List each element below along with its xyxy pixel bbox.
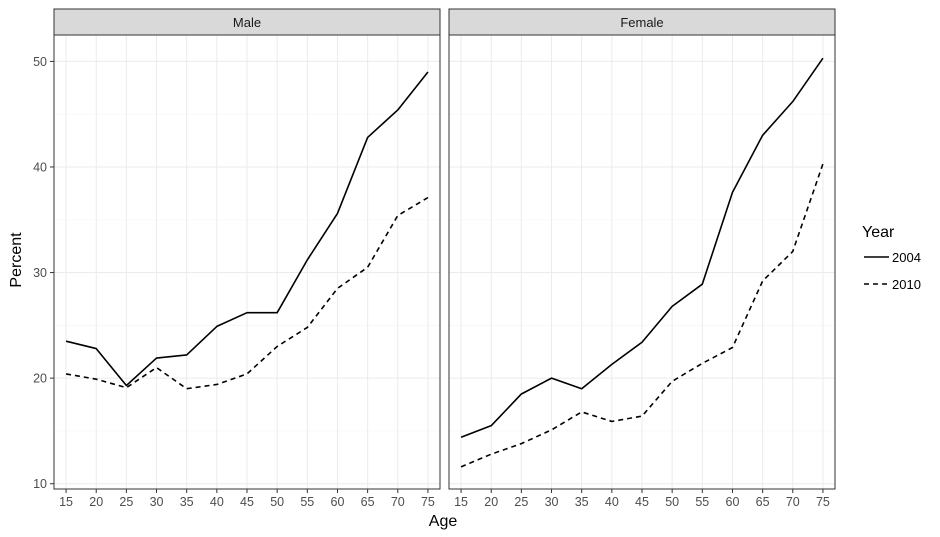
x-tick-label: 35 [180, 495, 194, 509]
x-tick-label: 25 [119, 495, 133, 509]
x-tick-label: 60 [726, 495, 740, 509]
x-tick-label: 60 [331, 495, 345, 509]
legend-entry-2004: 2004 [864, 250, 921, 265]
x-tick-label: 30 [150, 495, 164, 509]
y-axis-title: Percent [8, 232, 25, 288]
x-tick-label: 15 [454, 495, 468, 509]
strip-label-female: Female [620, 15, 663, 30]
y-tick-label: 40 [33, 160, 47, 174]
legend: Year 2004 2010 [862, 224, 921, 292]
x-tick-label: 20 [89, 495, 103, 509]
y-tick-label: 10 [33, 477, 47, 491]
x-tick-label: 25 [514, 495, 528, 509]
strip-male [53, 8, 441, 36]
strip-female [448, 8, 836, 36]
legend-title: Year [862, 224, 895, 241]
y-tick-label: 20 [33, 372, 47, 386]
x-tick-label: 70 [391, 495, 405, 509]
panels: Male 15 20 25 30 35 40 45 50 55 60 65 70 75 10 20 30 40 50… [33, 8, 836, 509]
y-tick-label: 50 [33, 55, 47, 69]
x-tick-label: 65 [361, 495, 375, 509]
x-tick-label: 75 [421, 495, 435, 509]
x-tick-label: 40 [605, 495, 619, 509]
x-tick-label: 20 [484, 495, 498, 509]
x-tick-label: 55 [695, 495, 709, 509]
legend-label-2010: 2010 [892, 277, 921, 292]
y-tick-label: 30 [33, 266, 47, 280]
x-tick-label: 45 [635, 495, 649, 509]
x-tick-label: 40 [210, 495, 224, 509]
x-tick-label: 30 [545, 495, 559, 509]
x-tick-label: 45 [240, 495, 254, 509]
series-line-female-2004 [460, 57, 824, 439]
x-tick-label: 65 [756, 495, 770, 509]
x-axis-title: Age [429, 513, 458, 530]
panel-male: Male 15 20 25 30 35 40 45 50 55 60 65 70 75 10 20 30 40 50 [33, 8, 441, 509]
x-tick-label: 75 [816, 495, 830, 509]
series-line-female-2010 [460, 163, 824, 468]
x-tick-label: 35 [575, 495, 589, 509]
x-tick-label: 70 [786, 495, 800, 509]
x-tick-label: 15 [59, 495, 73, 509]
x-tick-label: 50 [270, 495, 284, 509]
legend-entry-2010: 2010 [864, 277, 921, 292]
series-line-male-2004 [65, 71, 429, 387]
x-tick-label: 50 [665, 495, 679, 509]
x-tick-label: 55 [300, 495, 314, 509]
strip-label-male: Male [233, 15, 261, 30]
legend-label-2004: 2004 [892, 250, 921, 265]
panel-female: Female 15 20 25 30 35 40 45 50 55 60 65 70 75 [448, 8, 836, 509]
